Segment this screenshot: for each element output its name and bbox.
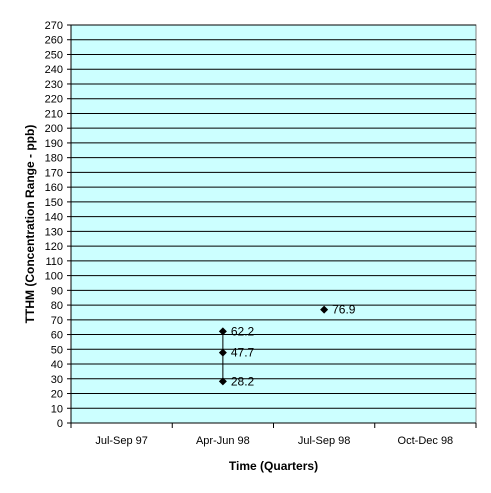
y-tick-label: 100 xyxy=(45,271,63,283)
y-tick-label: 210 xyxy=(45,108,63,120)
y-tick-label: 90 xyxy=(51,285,63,297)
data-point-marker xyxy=(320,305,329,314)
y-tick-label: 150 xyxy=(45,197,63,209)
y-tick-label: 110 xyxy=(45,256,63,268)
x-tick-label: Jul-Sep 98 xyxy=(298,435,351,447)
y-tick-label: 230 xyxy=(45,79,63,91)
y-tick-label: 170 xyxy=(45,167,63,179)
data-points xyxy=(218,305,329,386)
data-label: 62.2 xyxy=(231,324,255,338)
x-axis-title: Time (Quarters) xyxy=(229,459,318,473)
y-tick-label: 250 xyxy=(45,49,63,61)
y-tick-label: 240 xyxy=(45,64,63,76)
y-axis-title: TTHM (Concentration Range - ppb) xyxy=(23,125,37,324)
data-point-marker xyxy=(218,377,227,386)
y-tick-label: 220 xyxy=(45,94,63,106)
data-label: 76.9 xyxy=(332,303,356,317)
data-labels: 62.2 47.7 28.2 76.9 xyxy=(231,303,356,389)
plot-area xyxy=(70,24,477,424)
y-tick-label: 10 xyxy=(51,403,63,415)
y-tick-labels: 0 10 20 30 40 50 60 70 80 90 100 110 120 130 140 150 160… xyxy=(45,20,71,430)
y-tick-label: 30 xyxy=(51,374,63,386)
y-tick-label: 60 xyxy=(51,330,63,342)
y-tick-label: 200 xyxy=(45,123,63,135)
y-tick-label: 260 xyxy=(45,35,63,47)
y-tick-label: 180 xyxy=(45,153,63,165)
x-tick-label: Oct-Dec 98 xyxy=(398,435,454,447)
y-tick-label: 120 xyxy=(45,241,63,253)
x-tick-label: Apr-Jun 98 xyxy=(196,435,250,447)
y-tick-label: 140 xyxy=(45,212,63,224)
y-tick-label: 130 xyxy=(45,226,63,238)
x-tick-labels: Jul-Sep 97 Apr-Jun 98 Jul-Sep 98 Oct-Dec 98 xyxy=(70,423,477,447)
y-tick-label: 50 xyxy=(51,344,63,356)
y-tick-label: 160 xyxy=(45,182,63,194)
data-point-marker xyxy=(218,327,227,336)
y-tick-label: 80 xyxy=(51,300,63,312)
y-tick-label: 20 xyxy=(51,389,63,401)
y-tick-label: 40 xyxy=(51,359,63,371)
gridlines xyxy=(71,24,476,409)
y-tick-label: 70 xyxy=(51,315,63,327)
y-tick-label: 270 xyxy=(45,20,63,32)
y-tick-label: 190 xyxy=(45,138,63,150)
data-label: 28.2 xyxy=(231,374,255,388)
data-point-marker xyxy=(218,348,227,357)
y-tick-label: 0 xyxy=(57,418,63,430)
data-label: 47.7 xyxy=(231,346,255,360)
x-tick-label: Jul-Sep 97 xyxy=(95,435,148,447)
